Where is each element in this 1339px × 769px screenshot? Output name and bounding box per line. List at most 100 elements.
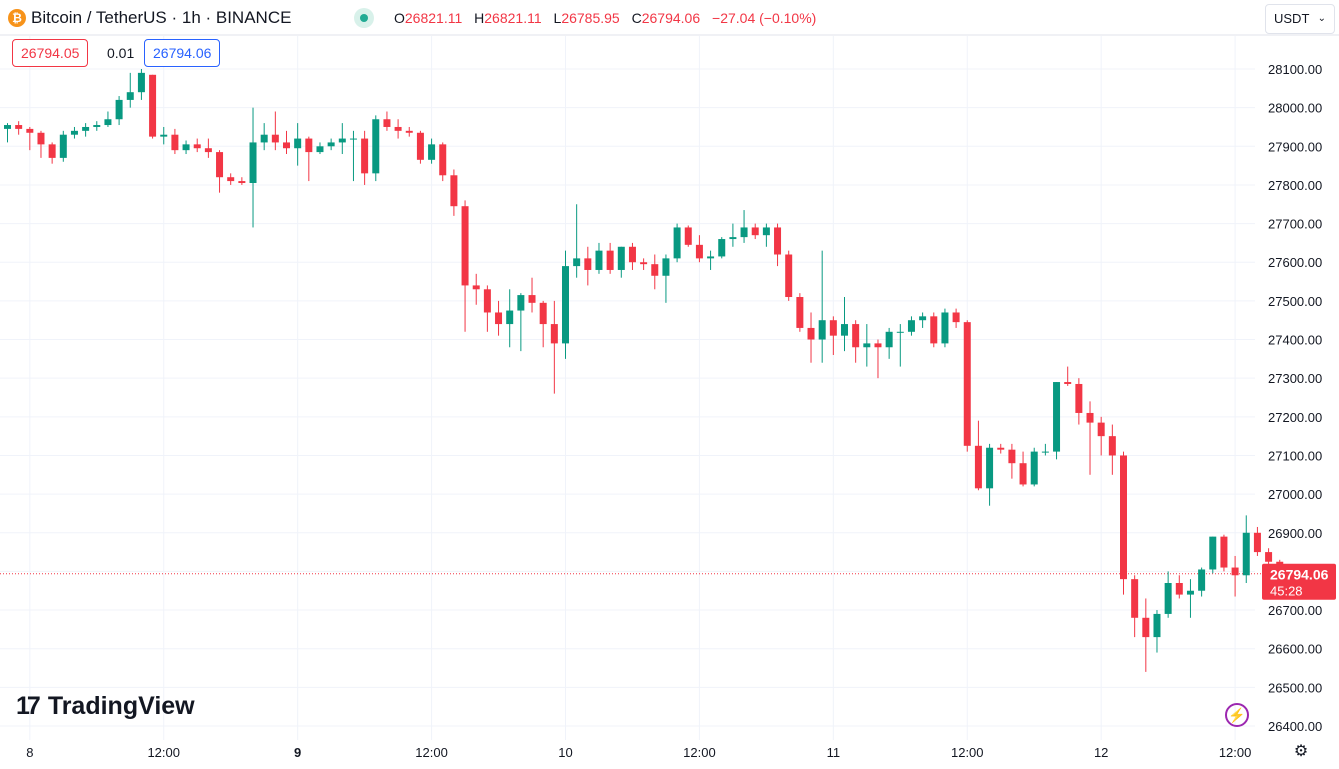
close-value: 26794.06 (641, 10, 701, 26)
high-label: H (474, 10, 485, 26)
currency-select[interactable]: USDT ⌄ (1265, 4, 1335, 34)
candle-body (617, 246, 625, 270)
candle-body (495, 312, 503, 325)
candle-body (216, 152, 224, 178)
sell-button[interactable]: 26794.05 (12, 39, 89, 67)
x-tick-label: 12 (1094, 745, 1108, 760)
candle-body (628, 246, 636, 263)
spread-value: 0.01 (107, 45, 135, 61)
candle-body (193, 144, 201, 149)
candle-body (885, 331, 893, 348)
candle-body (327, 142, 335, 147)
x-tick-label: 8 (26, 745, 33, 760)
candle-body (874, 343, 882, 348)
x-tick-label: 12:00 (683, 745, 716, 760)
candle-body (539, 302, 547, 325)
candle-body (1220, 536, 1228, 568)
candle-body (1186, 590, 1194, 595)
candle-body (283, 142, 290, 149)
candle-body (852, 324, 860, 348)
chart-header: ₿ Bitcoin / TetherUS · 1h · BINANCE O268… (0, 0, 1250, 36)
candle-body (405, 130, 413, 133)
candle-body (416, 132, 424, 160)
y-tick-label: 27400.00 (1268, 333, 1322, 348)
market-open-dot-icon (354, 8, 374, 28)
x-tick-label: 12:00 (147, 745, 180, 760)
candle-body (450, 175, 458, 207)
candle-body (941, 312, 949, 344)
candle-body (1231, 567, 1239, 576)
y-tick-label: 26400.00 (1268, 719, 1322, 734)
y-tick-label: 26700.00 (1268, 603, 1322, 618)
candle-body (15, 125, 23, 129)
candle-body (305, 138, 313, 153)
candle-body (383, 119, 391, 127)
candle-body (863, 343, 871, 348)
candle-body (338, 138, 346, 143)
tradingview-logo[interactable]: 17 TradingView (16, 692, 195, 721)
x-tick-label: 12:00 (1219, 745, 1252, 760)
change-value: −27.04 (−0.10%) (712, 10, 817, 26)
symbol-title[interactable]: Bitcoin / TetherUS · 1h · BINANCE (31, 8, 292, 27)
open-label: O (394, 10, 405, 26)
candle-body (695, 244, 703, 259)
candle-body (1120, 455, 1127, 580)
candle-body (428, 144, 436, 160)
candle-body (919, 316, 927, 321)
y-tick-label: 27500.00 (1268, 294, 1322, 309)
candle-body (1242, 532, 1250, 576)
candle-body (349, 138, 357, 140)
candle-body (751, 227, 759, 236)
chevron-down-icon: ⌄ (1317, 13, 1326, 24)
candle-body (70, 130, 78, 135)
y-tick-label: 26500.00 (1268, 680, 1322, 695)
candle-body (1253, 532, 1261, 553)
candle-body (774, 227, 782, 255)
candle-body (149, 74, 157, 137)
candle-body (37, 132, 45, 145)
candle-body (137, 72, 145, 93)
candle-body (439, 144, 447, 176)
gear-icon[interactable]: ⚙ (1293, 743, 1309, 760)
countdown-label: 45:28 (1270, 584, 1303, 599)
candle-body (1053, 382, 1061, 452)
candle-body (829, 320, 837, 336)
candle-body (952, 312, 960, 323)
candle-body (729, 237, 737, 240)
x-tick-label: 12:00 (951, 745, 984, 760)
y-tick-label: 27700.00 (1268, 217, 1322, 232)
candle-body (271, 134, 279, 143)
candle-body (963, 322, 971, 446)
y-tick-label: 26600.00 (1268, 642, 1322, 657)
lightning-icon[interactable]: ⚡ (1225, 703, 1249, 727)
candle-body (26, 128, 34, 133)
candle-body (930, 316, 938, 344)
candle-body (573, 258, 581, 267)
candle-body (707, 256, 715, 259)
y-tick-label: 28000.00 (1268, 101, 1322, 116)
candle-body (907, 320, 915, 332)
y-tick-label: 27800.00 (1268, 178, 1322, 193)
candle-body (294, 138, 302, 149)
low-value: 26785.95 (561, 10, 620, 26)
candle-body (1064, 382, 1072, 384)
x-tick-label: 10 (558, 745, 572, 760)
high-value: 26821.11 (484, 10, 542, 26)
candle-body (807, 327, 815, 340)
candle-body (249, 142, 257, 184)
candle-body (584, 258, 592, 270)
candle-body (841, 324, 848, 336)
candle-body (1198, 569, 1206, 591)
x-tick-label: 11 (827, 745, 841, 760)
candle-body (1008, 449, 1016, 464)
candle-body (562, 266, 569, 344)
buy-button[interactable]: 26794.06 (144, 39, 221, 67)
candle-body (1108, 436, 1116, 456)
candle-body (48, 144, 56, 158)
candle-body (640, 262, 648, 265)
candle-body (394, 126, 402, 131)
candle-body (361, 138, 369, 174)
candle-body (606, 250, 614, 270)
candle-body (171, 134, 179, 151)
